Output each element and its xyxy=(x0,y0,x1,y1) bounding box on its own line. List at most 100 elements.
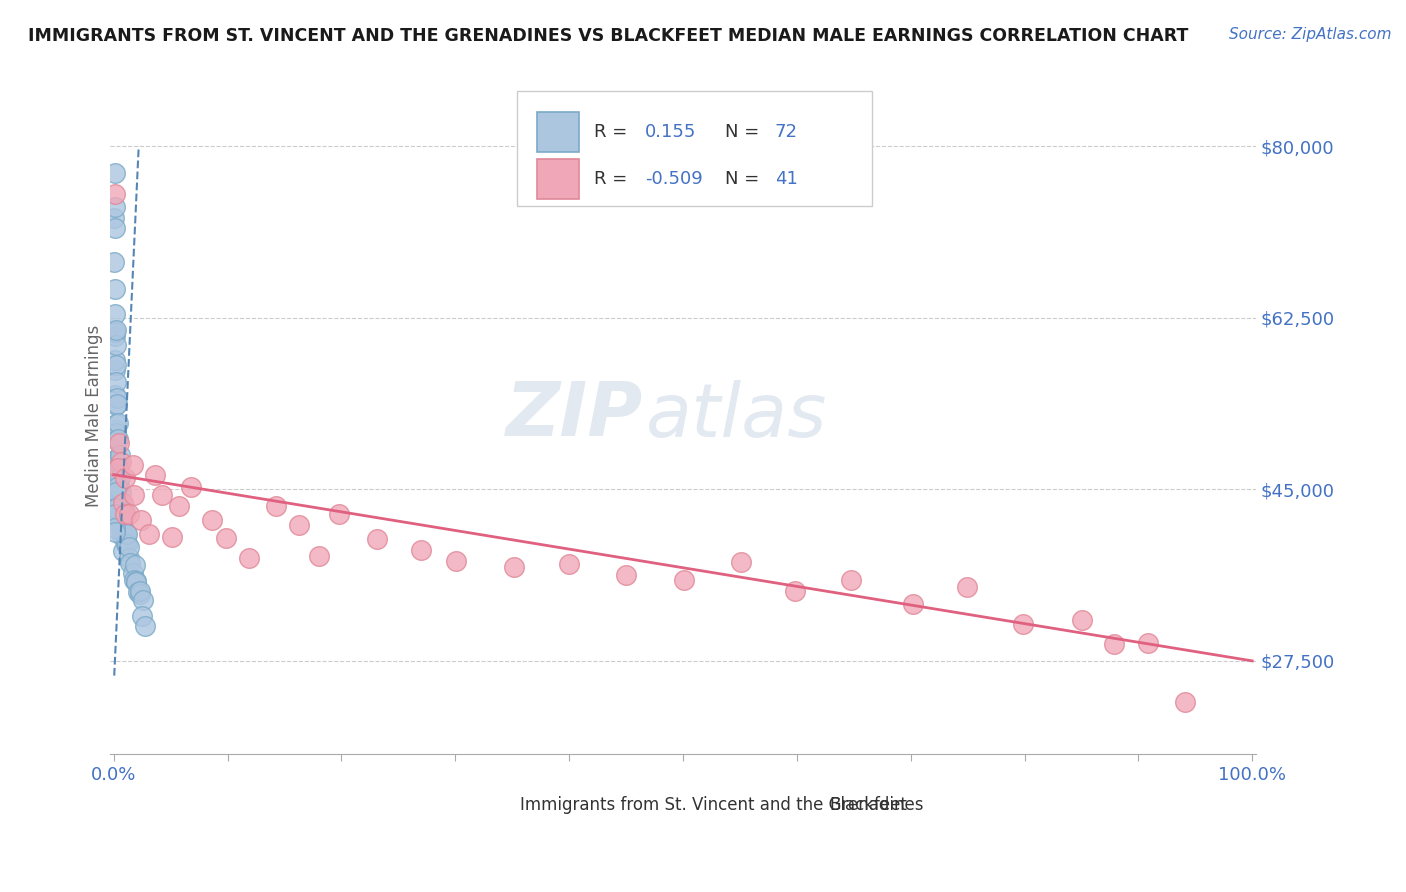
Point xyxy=(104,451,127,466)
Point xyxy=(108,479,131,493)
Point xyxy=(108,510,131,524)
Point xyxy=(167,500,190,514)
Point xyxy=(107,417,129,431)
Point xyxy=(131,608,153,623)
Point xyxy=(105,375,128,389)
FancyBboxPatch shape xyxy=(796,792,825,818)
Point xyxy=(104,323,127,337)
Point xyxy=(180,480,202,494)
Point xyxy=(124,558,146,573)
Point xyxy=(124,488,146,502)
Point xyxy=(114,506,136,520)
Point xyxy=(104,507,127,521)
Point xyxy=(104,325,127,339)
Point xyxy=(103,525,125,540)
Point xyxy=(104,353,127,368)
Point xyxy=(114,537,136,551)
Point xyxy=(124,574,146,589)
Point xyxy=(104,500,127,515)
Point xyxy=(614,568,637,582)
Text: R =: R = xyxy=(593,170,627,188)
Point xyxy=(215,531,238,545)
Point xyxy=(104,282,127,296)
Point xyxy=(104,166,127,180)
Text: -0.509: -0.509 xyxy=(645,170,703,188)
Point xyxy=(104,388,127,402)
Point xyxy=(111,501,134,516)
Point xyxy=(105,480,128,494)
Point xyxy=(366,532,388,546)
Text: Immigrants from St. Vincent and the Grenadines: Immigrants from St. Vincent and the Gren… xyxy=(520,796,924,814)
Point xyxy=(114,507,136,521)
Point xyxy=(238,550,260,565)
Point xyxy=(110,454,132,468)
FancyBboxPatch shape xyxy=(486,792,516,818)
Point xyxy=(107,432,129,446)
Text: N =: N = xyxy=(725,122,759,141)
Point xyxy=(105,396,128,410)
Point xyxy=(111,496,134,510)
Point xyxy=(107,436,129,450)
Point xyxy=(730,555,752,569)
Point xyxy=(110,520,132,534)
Point xyxy=(105,434,128,448)
Point xyxy=(150,487,173,501)
Point xyxy=(264,500,287,514)
Point xyxy=(105,425,128,440)
Point xyxy=(105,358,128,372)
Text: R =: R = xyxy=(593,122,627,141)
Point xyxy=(110,470,132,484)
Point xyxy=(104,398,127,412)
Point xyxy=(104,200,127,214)
FancyBboxPatch shape xyxy=(517,91,872,206)
Point xyxy=(129,513,152,527)
Point xyxy=(162,530,184,544)
Point xyxy=(288,518,311,533)
Point xyxy=(105,493,128,508)
Point xyxy=(103,211,125,225)
Text: ZIP: ZIP xyxy=(506,379,643,452)
Point xyxy=(114,471,136,485)
Point xyxy=(1070,614,1092,628)
Point xyxy=(112,543,135,558)
Text: 41: 41 xyxy=(775,170,797,188)
Point xyxy=(129,583,152,598)
Point xyxy=(114,533,136,548)
Y-axis label: Median Male Earnings: Median Male Earnings xyxy=(86,325,103,507)
Point xyxy=(104,307,127,321)
Point xyxy=(105,417,128,431)
Point xyxy=(104,363,127,377)
Point xyxy=(127,584,149,599)
Point xyxy=(1012,617,1035,632)
Point xyxy=(107,452,129,467)
Point xyxy=(122,566,145,580)
Point xyxy=(107,461,129,475)
Point xyxy=(105,455,128,469)
Point xyxy=(107,508,129,523)
Point xyxy=(104,329,127,343)
Point xyxy=(1102,638,1125,652)
Point xyxy=(129,587,152,601)
Point xyxy=(107,453,129,467)
Point xyxy=(104,520,127,534)
Point xyxy=(104,187,127,202)
FancyBboxPatch shape xyxy=(537,159,579,199)
Point xyxy=(558,558,581,572)
Point xyxy=(125,574,148,589)
Point xyxy=(444,554,467,568)
Point xyxy=(103,254,125,268)
Point xyxy=(956,580,979,594)
Point xyxy=(105,391,128,405)
Point xyxy=(673,574,696,588)
Text: N =: N = xyxy=(725,170,759,188)
Point xyxy=(120,557,142,571)
Point xyxy=(1137,636,1160,650)
Point xyxy=(117,527,139,541)
Point xyxy=(112,508,135,522)
Point xyxy=(110,485,132,500)
Point xyxy=(112,498,135,512)
Text: 72: 72 xyxy=(775,122,797,141)
Point xyxy=(308,549,330,563)
Point xyxy=(122,458,145,473)
Text: IMMIGRANTS FROM ST. VINCENT AND THE GRENADINES VS BLACKFEET MEDIAN MALE EARNINGS: IMMIGRANTS FROM ST. VINCENT AND THE GREN… xyxy=(28,27,1188,45)
